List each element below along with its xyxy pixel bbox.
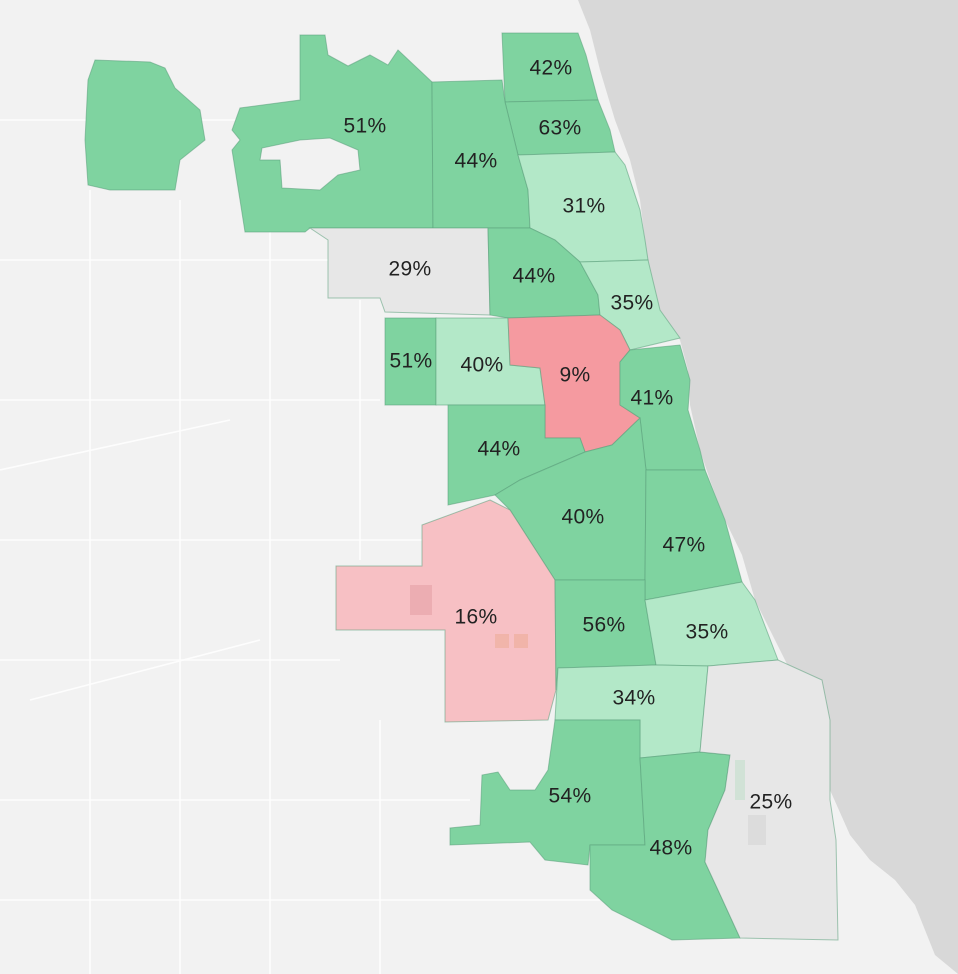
district-label: 44% [478,438,521,461]
district-label: 40% [562,506,605,529]
district-label: 44% [455,150,498,173]
district-shape[interactable] [699,659,839,941]
district-label: 54% [549,785,592,808]
district-label: 35% [686,621,729,644]
district-label: 51% [344,115,387,138]
district-shape[interactable] [501,32,599,103]
district-label: 42% [530,57,573,80]
inner-texture [410,585,766,845]
lake-michigan [578,0,958,974]
district-label: 35% [611,292,654,315]
district-label: 63% [539,117,582,140]
district-shape[interactable] [335,499,557,723]
district-shape[interactable] [449,719,646,866]
district-layer [84,32,839,941]
district-label: 56% [583,614,626,637]
district-label: 51% [390,350,433,373]
district-label: 29% [389,258,432,281]
road-grid [0,119,600,974]
district-shape[interactable] [84,59,206,191]
district-label: 34% [613,687,656,710]
district-shape[interactable] [231,34,434,233]
district-label: 31% [563,195,606,218]
district-label: 16% [455,606,498,629]
district-label: 47% [663,534,706,557]
district-label: 44% [513,265,556,288]
district-label: 25% [750,791,793,814]
district-label: 40% [461,354,504,377]
district-label: 9% [560,364,591,387]
label-layer: 42% 63% 51% 44% 31% 29% 44% 35% 51% 40% … [344,57,793,860]
district-label: 41% [631,387,674,410]
district-label: 48% [650,837,693,860]
